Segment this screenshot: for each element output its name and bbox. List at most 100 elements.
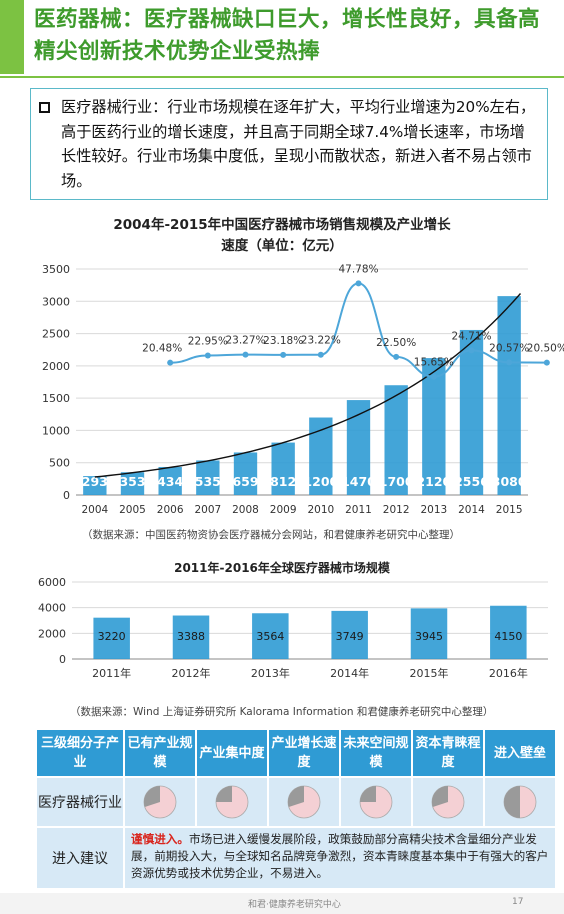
growth-point bbox=[280, 351, 287, 358]
pie-cell bbox=[484, 777, 556, 827]
page-footer: 和君·健康养老研究中心 17 bbox=[0, 893, 564, 914]
x-tick-label: 2014年 bbox=[330, 666, 369, 680]
bar bbox=[410, 608, 448, 659]
pie-slice bbox=[431, 786, 448, 807]
bar bbox=[459, 329, 484, 495]
x-tick-label: 2006 bbox=[157, 504, 184, 516]
growth-label: 47.78% bbox=[338, 263, 378, 275]
bar-value-label: 2556 bbox=[454, 474, 489, 489]
pie-cell bbox=[412, 777, 484, 827]
bar-value-label: 3220 bbox=[98, 630, 126, 643]
page-header: 医药器械：医疗器械缺口巨大，增长性良好，具备高精尖创新技术优势企业受热捧 bbox=[0, 0, 564, 74]
growth-label: 23.27% bbox=[225, 335, 265, 347]
x-tick-label: 2007 bbox=[194, 504, 221, 516]
bar bbox=[93, 617, 130, 659]
page-title: 医药器械：医疗器械缺口巨大，增长性良好，具备高精尖创新技术优势企业受热捧 bbox=[34, 7, 541, 64]
advice-text: 市场已进入缓慢发展阶段，政策鼓励部分高精尖技术含量细分产业发展，前期投入大，与全… bbox=[131, 832, 549, 880]
advice-warning: 谨慎进入。 bbox=[131, 832, 189, 846]
footer-org: 和君·健康养老研究中心 bbox=[248, 900, 341, 910]
bar-value-label: 1200 bbox=[303, 474, 338, 489]
bar bbox=[196, 460, 220, 495]
header-divider bbox=[0, 76, 564, 78]
chart-title: 2011年-2016年全球医疗器械市场规模 bbox=[174, 560, 391, 575]
table-header-cell: 产业增长速度 bbox=[268, 729, 340, 777]
pie-slice bbox=[143, 786, 160, 807]
bar bbox=[120, 472, 145, 495]
bar-value-label: 1700 bbox=[379, 474, 414, 489]
bar-value-label: 1470 bbox=[341, 474, 376, 489]
y-tick-label: 2000 bbox=[42, 360, 70, 373]
table-header-cell: 未来空间规模 bbox=[340, 729, 412, 777]
table-header-cell: 资本青睐程度 bbox=[412, 729, 484, 777]
table-header-cell: 进入壁垒 bbox=[484, 729, 556, 777]
bar bbox=[158, 466, 182, 495]
growth-point bbox=[242, 351, 249, 358]
growth-point bbox=[204, 352, 211, 359]
chart2-source: （数据来源：Wind 上海证券研究所 Kalorama Information … bbox=[70, 706, 494, 718]
x-tick-label: 2012年 bbox=[172, 666, 211, 680]
x-tick-label: 2008 bbox=[232, 504, 259, 516]
growth-label: 22.50% bbox=[376, 337, 416, 349]
y-tick-label: 4000 bbox=[38, 602, 66, 615]
y-tick-label: 0 bbox=[59, 653, 66, 666]
bar bbox=[331, 610, 368, 659]
y-tick-label: 3000 bbox=[42, 295, 70, 308]
growth-point bbox=[167, 359, 174, 366]
growth-label: 22.95% bbox=[188, 336, 228, 348]
pie-cell bbox=[268, 777, 340, 827]
x-tick-label: 2013年 bbox=[251, 666, 290, 680]
growth-point bbox=[468, 347, 475, 354]
y-tick-label: 1000 bbox=[42, 424, 70, 437]
growth-point bbox=[543, 359, 550, 366]
table-row: 医疗器械行业 bbox=[36, 777, 556, 827]
table-header-cell: 已有产业规模 bbox=[124, 729, 196, 777]
growth-point bbox=[506, 359, 513, 366]
bar bbox=[497, 296, 521, 495]
chart-title-line: 2004年-2015年中国医疗器械市场销售规模及产业增长 bbox=[113, 216, 451, 233]
x-tick-label: 2016年 bbox=[489, 666, 528, 680]
bar-value-label: 812 bbox=[270, 474, 296, 489]
bar bbox=[83, 476, 107, 495]
growth-label: 23.18% bbox=[263, 335, 303, 347]
pie-slice bbox=[216, 786, 232, 802]
y-tick-label: 6000 bbox=[38, 576, 66, 589]
bar bbox=[346, 400, 371, 495]
growth-label: 20.48% bbox=[142, 343, 182, 355]
x-tick-label: 2015年 bbox=[410, 666, 449, 680]
growth-point bbox=[393, 353, 400, 360]
bar bbox=[384, 385, 408, 495]
x-tick-label: 2011 bbox=[345, 504, 372, 516]
bar bbox=[309, 417, 333, 495]
bar-value-label: 3388 bbox=[177, 630, 205, 643]
pie-slice bbox=[504, 786, 520, 818]
pie-rating-icon bbox=[431, 785, 465, 819]
bar-value-label: 434 bbox=[157, 474, 183, 489]
y-tick-label: 3500 bbox=[42, 263, 70, 276]
chart1-source: （数据来源：中国医药物资协会医疗器械分会网站，和君健康养老研究中心整理） bbox=[82, 529, 460, 541]
bar-value-label: 4150 bbox=[494, 630, 522, 643]
pie-rating-icon bbox=[215, 785, 249, 819]
table-header-cell: 产业集中度 bbox=[196, 729, 268, 777]
y-tick-label: 0 bbox=[63, 489, 70, 502]
bar-value-label: 3945 bbox=[415, 630, 443, 643]
growth-label: 15.65% bbox=[414, 357, 454, 369]
bar-value-label: 293 bbox=[82, 474, 108, 489]
x-tick-label: 2014 bbox=[458, 504, 485, 516]
pie-rating-icon bbox=[359, 785, 393, 819]
x-tick-label: 2010 bbox=[307, 504, 334, 516]
bar bbox=[490, 605, 527, 659]
bar-value-label: 353 bbox=[119, 474, 145, 489]
bar-value-label: 3564 bbox=[256, 630, 284, 643]
table-row-label: 进入建议 bbox=[36, 827, 124, 889]
y-tick-label: 1500 bbox=[42, 392, 70, 405]
bar bbox=[233, 452, 258, 495]
global-market-chart: 2011年-2016年全球医疗器械市场规模 0 2000 4000 6000 3220 20… bbox=[38, 560, 548, 680]
pie-cell bbox=[124, 777, 196, 827]
x-tick-label: 2005 bbox=[119, 504, 146, 516]
pie-rating-icon bbox=[503, 785, 537, 819]
growth-label: 23.22% bbox=[301, 335, 341, 347]
bar-value-label: 2120 bbox=[416, 474, 451, 489]
growth-point bbox=[317, 351, 324, 358]
pie-slice bbox=[360, 786, 376, 802]
